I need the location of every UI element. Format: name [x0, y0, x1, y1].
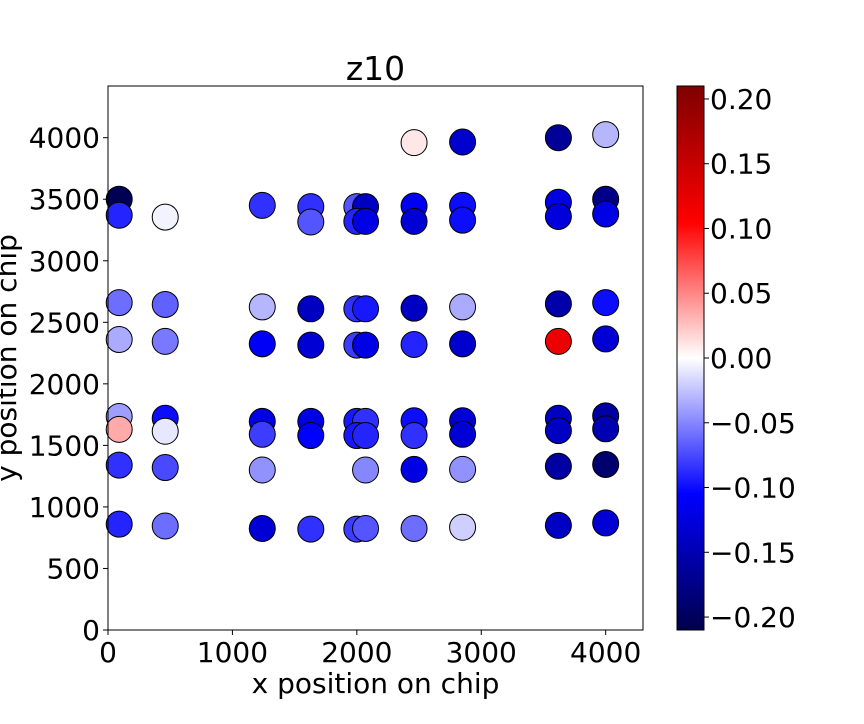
data-point [352, 456, 380, 484]
data-point [544, 511, 572, 539]
y-tick-label: 1000 [29, 491, 100, 524]
data-point [151, 203, 179, 231]
data-point [400, 294, 428, 322]
y-tick-label: 3500 [29, 183, 100, 216]
colorbar-ticks: 0.20 0.15 0.10 0.05 0.00 −0.05 −0.10 −0.15 −0.20 [704, 83, 796, 634]
data-point [105, 510, 133, 538]
data-point [544, 452, 572, 480]
data-point [151, 512, 179, 540]
data-point [544, 202, 572, 230]
data-point [449, 206, 477, 234]
x-tick-label: 0 [99, 636, 117, 669]
data-point [248, 456, 276, 484]
data-point [352, 514, 380, 542]
colorbar-tick-label: 0.20 [710, 83, 772, 116]
x-tick-label: 1000 [197, 636, 268, 669]
y-tick-label: 2000 [29, 368, 100, 401]
data-point [400, 455, 428, 483]
data-point [151, 290, 179, 318]
data-point [449, 455, 477, 483]
data-point [352, 207, 380, 235]
data-point [248, 514, 276, 542]
colorbar-tick-label: 0.05 [710, 277, 772, 310]
y-ticks: 0 500 1000 1500 2000 2500 3000 3500 4000 [29, 122, 108, 647]
data-point [297, 422, 325, 450]
data-point [105, 451, 133, 479]
data-point [105, 201, 133, 229]
data-point [297, 331, 325, 359]
data-point [248, 191, 276, 219]
data-point [151, 454, 179, 482]
data-point [248, 330, 276, 358]
x-tick-label: 2000 [321, 636, 392, 669]
data-point [544, 327, 572, 355]
y-tick-label: 1500 [29, 429, 100, 462]
data-point [151, 327, 179, 355]
x-tick-label: 4000 [570, 636, 641, 669]
data-point [297, 295, 325, 323]
data-point [352, 331, 380, 359]
data-point [592, 289, 620, 317]
data-point [592, 415, 620, 443]
x-ticks: 0 1000 2000 3000 4000 [99, 630, 641, 669]
data-point [105, 289, 133, 317]
data-point [352, 422, 380, 450]
data-point [592, 450, 620, 478]
data-point [544, 124, 572, 152]
data-point [449, 513, 477, 541]
data-point [105, 415, 133, 443]
x-axis-label: x position on chip [252, 667, 500, 700]
y-tick-label: 2500 [29, 306, 100, 339]
data-points [105, 121, 620, 543]
colorbar-tick-label: −0.15 [710, 536, 796, 569]
data-point [248, 293, 276, 321]
data-point [105, 326, 133, 354]
y-tick-label: 4000 [29, 122, 100, 155]
y-tick-label: 3000 [29, 245, 100, 278]
data-point [592, 509, 620, 537]
data-point [248, 420, 276, 448]
data-point [297, 515, 325, 543]
y-tick-label: 500 [47, 552, 100, 585]
y-axis-label: y position on chip [0, 234, 23, 482]
data-point [449, 330, 477, 358]
data-point [151, 417, 179, 445]
colorbar-tick-label: −0.10 [710, 472, 796, 505]
data-point [400, 129, 428, 157]
colorbar [677, 86, 704, 630]
data-point [592, 325, 620, 353]
data-point [592, 200, 620, 228]
colorbar-tick-label: 0.00 [710, 342, 772, 375]
chart-title: z10 [346, 49, 405, 88]
data-point [544, 290, 572, 318]
colorbar-tick-label: −0.05 [710, 407, 796, 440]
x-tick-label: 3000 [446, 636, 517, 669]
data-point [297, 208, 325, 236]
data-point [592, 121, 620, 149]
plot-frame [107, 85, 644, 631]
data-point [400, 422, 428, 450]
colorbar-tick-label: 0.15 [710, 148, 772, 181]
data-point [544, 417, 572, 445]
data-point [449, 128, 477, 156]
data-point [449, 293, 477, 321]
data-point [400, 330, 428, 358]
colorbar-tick-label: −0.20 [710, 601, 796, 634]
data-point [400, 514, 428, 542]
y-tick-label: 0 [82, 614, 100, 647]
colorbar-tick-label: 0.10 [710, 212, 772, 245]
data-point [400, 207, 428, 235]
data-point [352, 295, 380, 323]
data-point [449, 420, 477, 448]
